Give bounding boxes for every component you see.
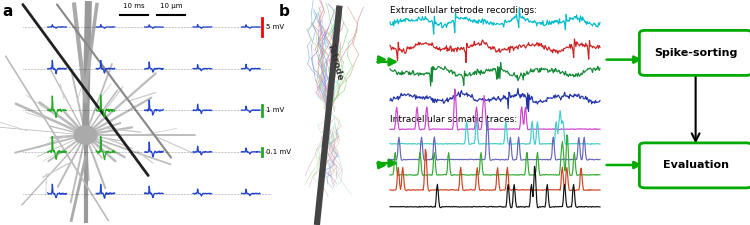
Text: Tetrode: Tetrode [326, 42, 344, 82]
Text: a: a [3, 4, 13, 20]
Text: Evaluation: Evaluation [663, 160, 728, 170]
Text: 0.1 mV: 0.1 mV [266, 149, 292, 155]
Text: Extracellular tetrode recordings:: Extracellular tetrode recordings: [390, 6, 537, 15]
Text: 5 mV: 5 mV [266, 24, 284, 30]
Circle shape [74, 126, 97, 144]
Text: 1 mV: 1 mV [266, 107, 285, 113]
FancyBboxPatch shape [639, 30, 750, 75]
Text: 10 ms: 10 ms [123, 3, 145, 9]
Text: Intracellular somatic traces:: Intracellular somatic traces: [390, 115, 518, 124]
Text: b: b [278, 4, 290, 20]
Text: Spike-sorting: Spike-sorting [654, 48, 737, 58]
Text: 10 μm: 10 μm [160, 3, 182, 9]
FancyBboxPatch shape [639, 143, 750, 188]
